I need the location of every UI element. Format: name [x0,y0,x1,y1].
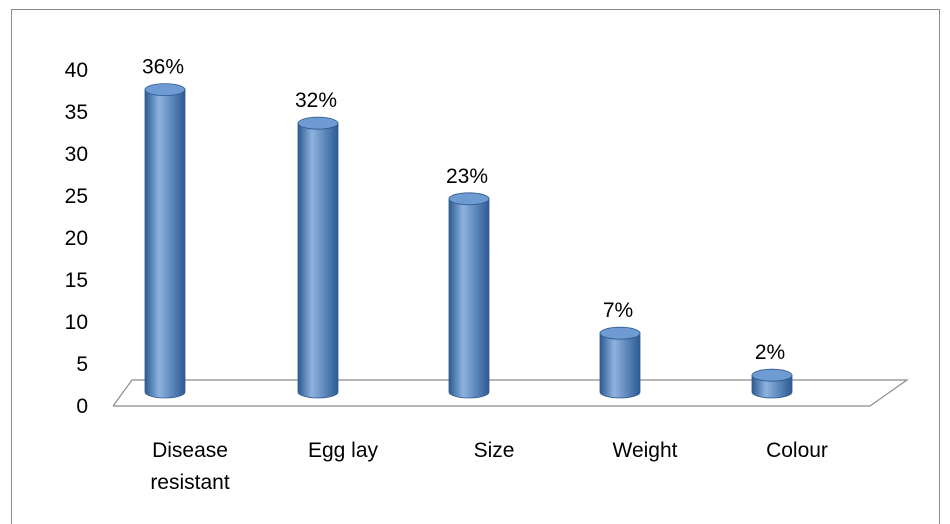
category-label: Egg lay [308,439,379,462]
bar [448,192,490,399]
bar [144,83,186,399]
data-label: 7% [603,299,633,322]
y-tick-label: 5 [76,353,88,376]
y-tick-label: 30 [65,143,88,166]
y-tick-label: 15 [65,269,88,292]
y-tick-label: 25 [65,185,88,208]
data-label: 23% [446,165,488,188]
bar [751,368,793,399]
floor-outline [112,379,909,407]
category-label: Weight [613,439,678,462]
bar [599,326,641,399]
y-tick-label: 20 [65,227,88,250]
bar [297,116,339,399]
data-label: 36% [142,56,184,79]
category-label: Colour [766,439,828,462]
category-label: resistant [150,471,230,494]
category-labels: Disease resistant Egg lay Size Weight Colour [150,439,828,494]
data-label: 32% [295,89,337,112]
y-tick-label: 10 [65,311,88,334]
category-label: Size [474,439,515,462]
data-label: 2% [755,341,785,364]
y-tick-label: 0 [76,395,88,418]
bars [144,83,793,399]
y-tick-label: 35 [65,101,88,124]
y-tick-label: 40 [65,59,88,82]
chart-floor [112,379,909,407]
data-labels: 36% 32% 23% 7% 2% [142,56,785,365]
y-axis-ticks: 0 5 10 15 20 25 30 35 40 [65,59,88,418]
category-label: Disease [152,439,228,462]
